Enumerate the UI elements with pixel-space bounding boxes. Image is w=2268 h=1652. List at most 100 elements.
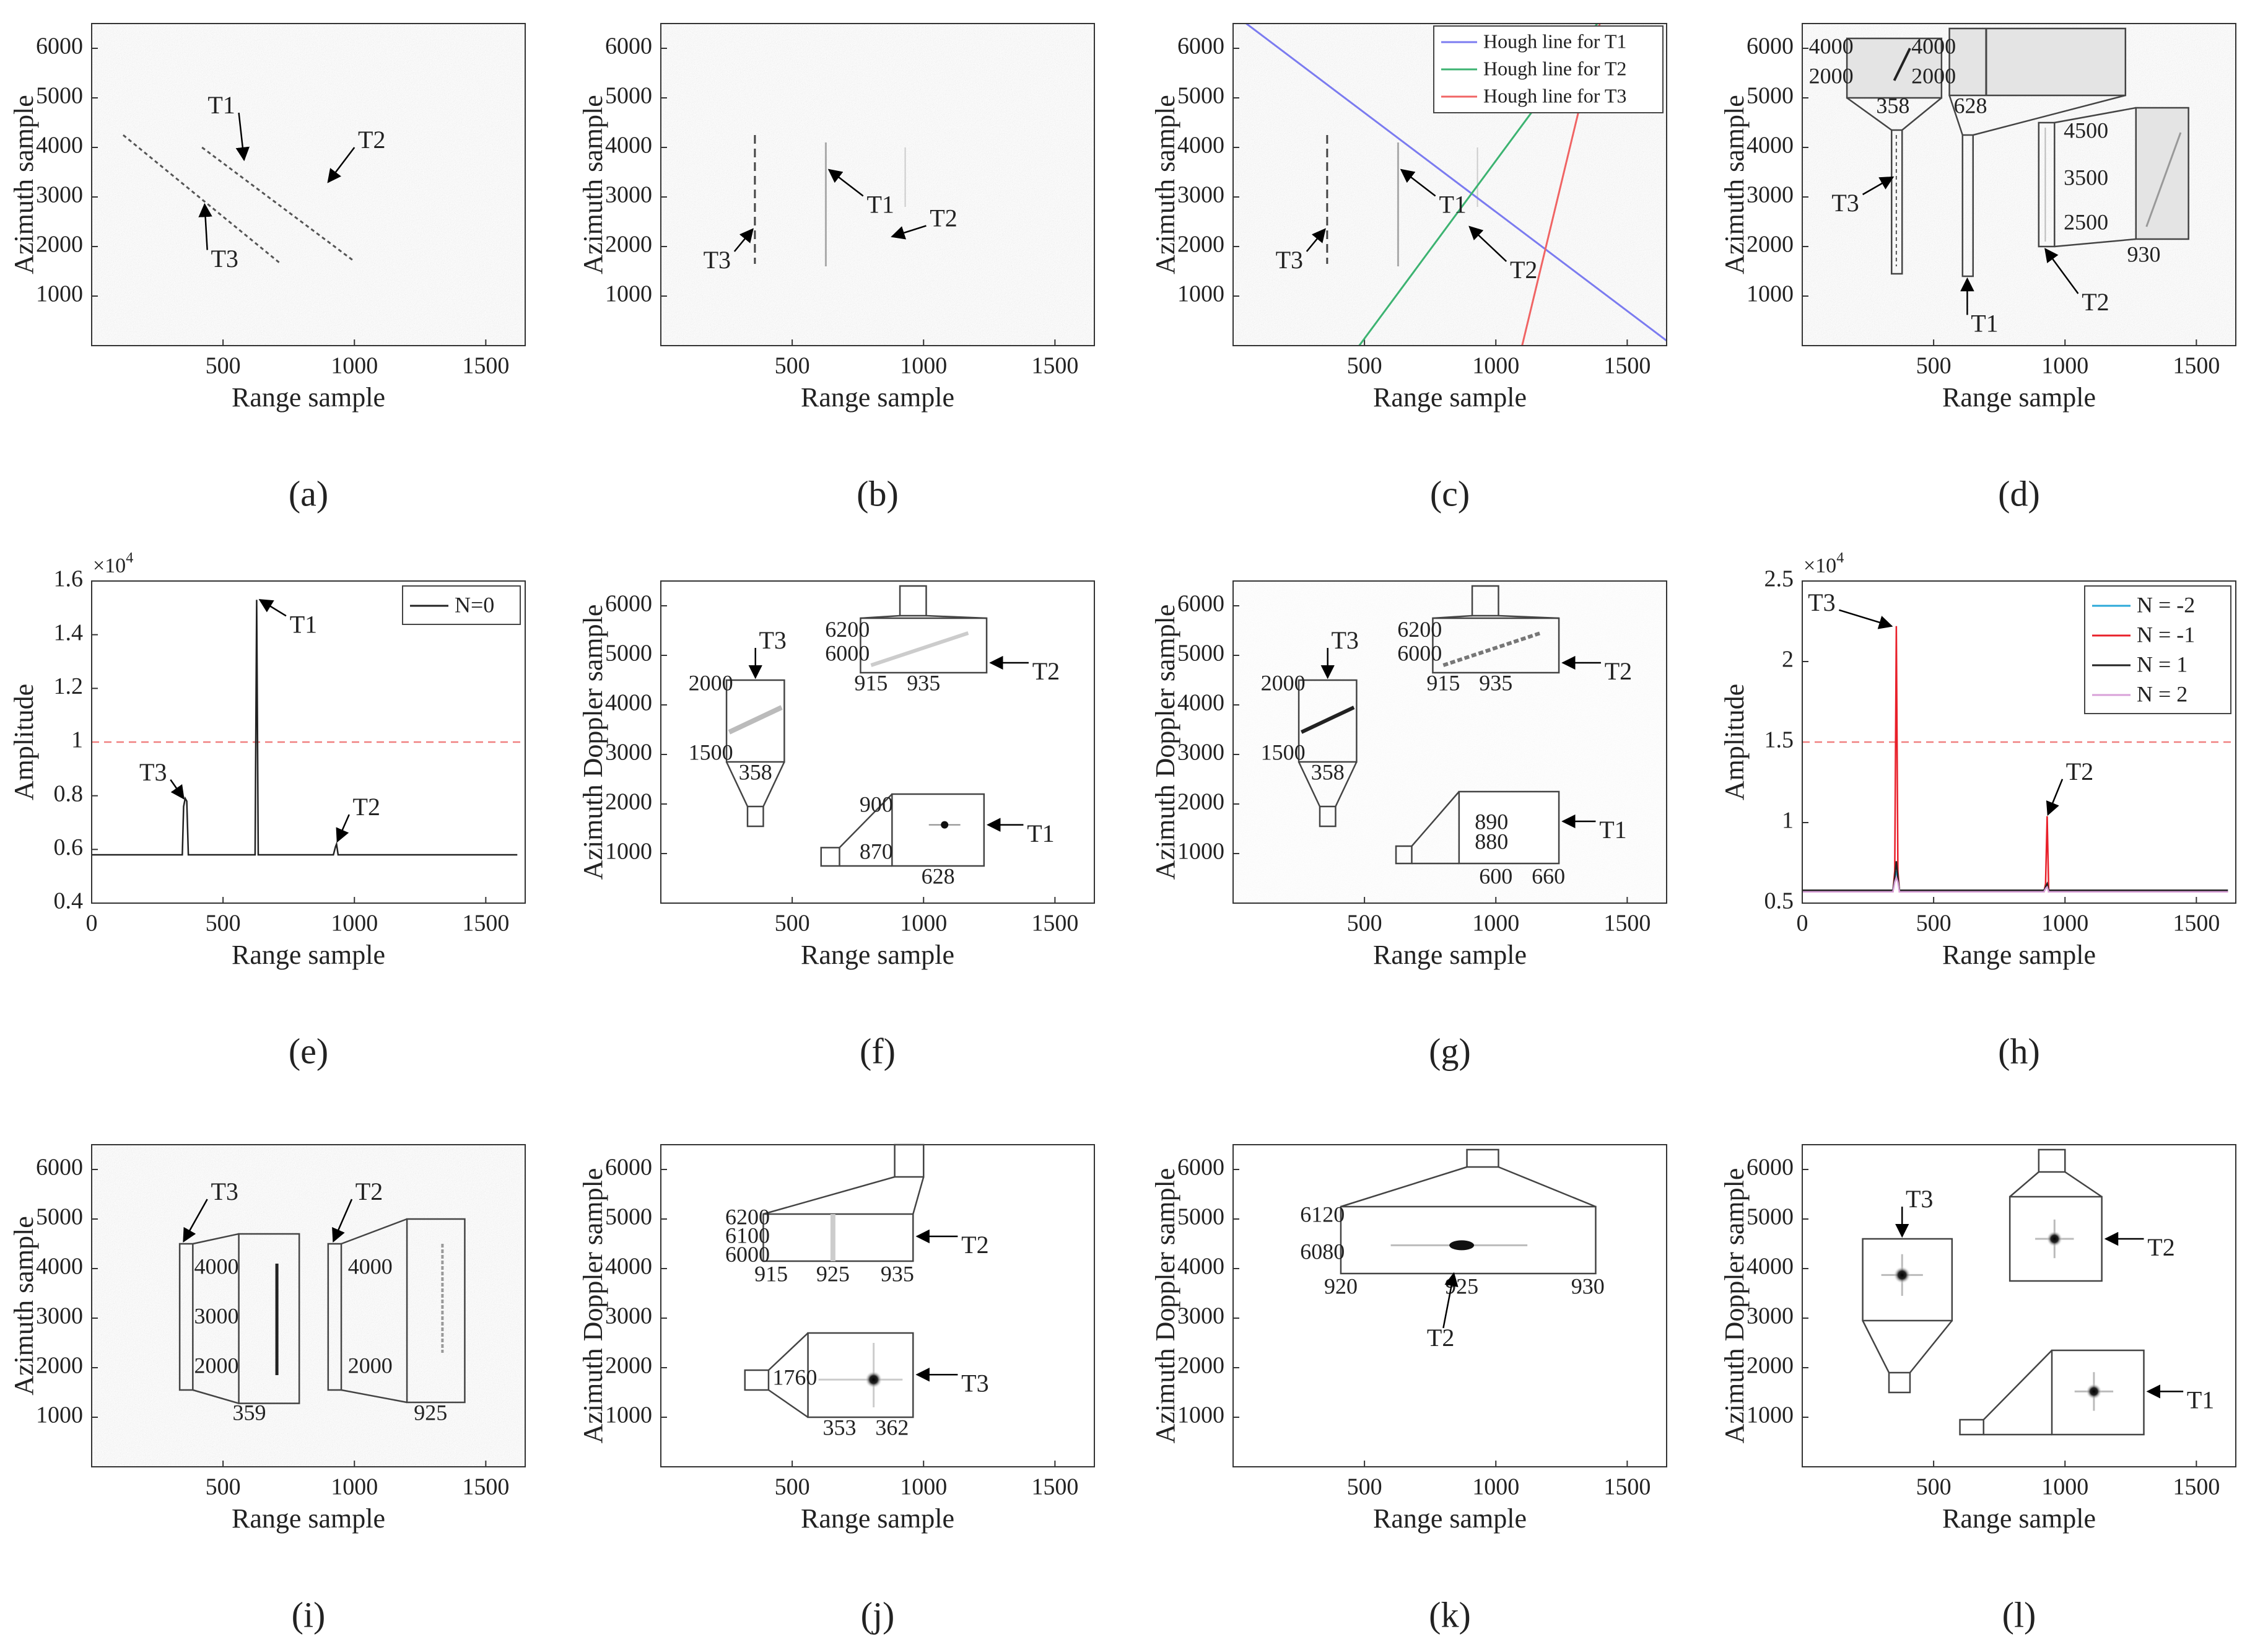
x-tick-label: 0 — [86, 911, 98, 937]
plot-frame — [1232, 1144, 1667, 1467]
inset-connector — [1298, 761, 1321, 807]
y-tick-label: 5000 — [36, 83, 83, 109]
inset-connector — [1846, 97, 1892, 131]
inset-tick: 6080 — [1300, 1239, 1345, 1264]
panel-letter: (b) — [857, 473, 899, 514]
inset-tick: 935 — [907, 670, 940, 695]
inset-tick: 915 — [754, 1261, 788, 1286]
zoom-inset-t3 — [807, 1332, 914, 1418]
panel-letter: (h) — [1998, 1031, 2040, 1071]
annotation-arrow — [2046, 779, 2064, 816]
plot-background — [1233, 1145, 1667, 1467]
panel-g: 500 1000 1500 1000 2000 3000 4000 5000 6000 Range… — [1150, 580, 1667, 1071]
plot-frame — [1802, 23, 2236, 346]
zoom-inset-t2 — [1340, 1205, 1597, 1275]
y-tick-label: 2000 — [605, 232, 652, 258]
y-tick-label: 2000 — [36, 1353, 83, 1379]
panel-a: 500 1000 1500 1000 2000 3000 4000 5000 6000 Range… — [9, 23, 526, 514]
plot-background — [661, 1145, 1094, 1467]
target-label: T2 — [961, 1231, 988, 1259]
legend-label: N = 2 — [2137, 681, 2187, 706]
y-tick-label: 4000 — [1177, 690, 1224, 716]
y-axis-label: Amplitude — [9, 684, 39, 800]
x-tick-label: 1500 — [462, 911, 509, 937]
y-tick-label: 1.2 — [54, 673, 84, 699]
x-axis-label: Range sample — [1942, 1503, 2096, 1534]
y-tick-label: 5000 — [36, 1204, 83, 1230]
x-tick-label: 1500 — [2173, 353, 2220, 379]
zoom-inset-t3 — [725, 679, 785, 763]
y-tick-label: 2000 — [1177, 789, 1224, 815]
y-tick-label: 5000 — [1747, 1204, 1794, 1230]
inset-tick: 1500 — [1261, 740, 1306, 764]
x-tick-label: 500 — [775, 911, 810, 937]
x-axis-label: Range sample — [1942, 382, 2096, 413]
target-label: T2 — [2066, 758, 2093, 785]
x-tick-label: 0 — [1797, 911, 1808, 937]
x-tick-label: 1500 — [462, 353, 509, 379]
y-tick-label: 6000 — [605, 1155, 652, 1181]
annotation-arrow — [891, 225, 927, 240]
zoomed-psf-t3-peak — [865, 1371, 883, 1389]
y-tick-label: 2.5 — [1764, 566, 1794, 592]
y-tick-label: 1.4 — [54, 619, 84, 645]
inset-connector — [2064, 1171, 2103, 1198]
zoom-inset-t3 — [238, 1233, 300, 1404]
inset-tick: 359 — [233, 1400, 266, 1425]
psf-peak — [2046, 1231, 2063, 1247]
y-tick-label: 1000 — [1747, 1402, 1794, 1428]
zoom-inset-t1 — [891, 793, 985, 867]
y-tick-label: 5000 — [1177, 83, 1224, 109]
inset-tick: 358 — [1876, 93, 1909, 118]
annotation-arrow — [1442, 1272, 1459, 1329]
x-tick-label: 1500 — [1603, 1474, 1651, 1500]
inset-connector — [1909, 1320, 1953, 1373]
x-tick-label: 1000 — [900, 911, 947, 937]
x-tick-label: 500 — [206, 911, 241, 937]
inset-tick: 628 — [1954, 93, 1987, 118]
y-tick-label: 4000 — [605, 690, 652, 716]
inset-tick: 2000 — [348, 1353, 393, 1378]
x-tick-label: 500 — [1347, 1474, 1382, 1500]
inset-tick: 3500 — [2064, 165, 2108, 190]
zoomed-trace-t2 — [1442, 631, 1542, 667]
inset-tick: 915 — [854, 670, 888, 695]
panel-e: 0 500 1000 1500 0.4 0.6 0.8 1 1.2 1.4 1.6 Range sam… — [9, 550, 526, 1071]
inset-tick: 2000 — [1809, 63, 1854, 88]
inset-tick: 4000 — [1809, 33, 1854, 58]
x-tick-label: 500 — [1916, 1474, 1952, 1500]
inset-connector — [768, 1389, 809, 1418]
x-tick-label: 1000 — [331, 1474, 378, 1500]
annotation-arrow — [1862, 176, 1895, 196]
y-tick-label: 4000 — [1177, 1254, 1224, 1280]
annotation-arrow — [1400, 168, 1436, 197]
inset-tick: 362 — [875, 1415, 909, 1440]
zoom-inset-t2 — [2135, 107, 2189, 240]
annotation-arrow — [827, 168, 864, 197]
y-scale-exponent: 4 — [1836, 550, 1844, 566]
target-box-t2 — [2038, 1148, 2066, 1173]
inset-tick: 880 — [1475, 829, 1508, 854]
inset-tick: 2500 — [2064, 209, 2108, 234]
target-label: T3 — [139, 758, 167, 786]
zoom-inset-t3 — [1862, 1238, 1953, 1322]
plot-frame — [660, 580, 1095, 904]
y-tick-label: 5000 — [605, 640, 652, 666]
inset-connector — [839, 793, 893, 849]
y-tick-label: 6000 — [605, 33, 652, 59]
y-tick-label: 5000 — [605, 83, 652, 109]
inset-connector — [912, 1176, 925, 1215]
x-tick-label: 1500 — [1603, 353, 1651, 379]
annotation-arrow — [1306, 228, 1326, 252]
target-label: T2 — [930, 204, 957, 232]
x-tick-label: 1500 — [1031, 353, 1078, 379]
series-line — [1802, 875, 2228, 893]
zoom-inset-t3 — [1298, 679, 1358, 763]
y-axis-label: Amplitude — [1719, 684, 1750, 800]
x-tick-label: 1500 — [2173, 911, 2220, 937]
inset-connector — [763, 1176, 895, 1215]
target-label: T2 — [1032, 657, 1060, 685]
y-axis-label: Azimuth sample — [9, 1216, 39, 1396]
annotation-arrow — [1839, 609, 1893, 629]
target-label: T3 — [1831, 189, 1859, 217]
